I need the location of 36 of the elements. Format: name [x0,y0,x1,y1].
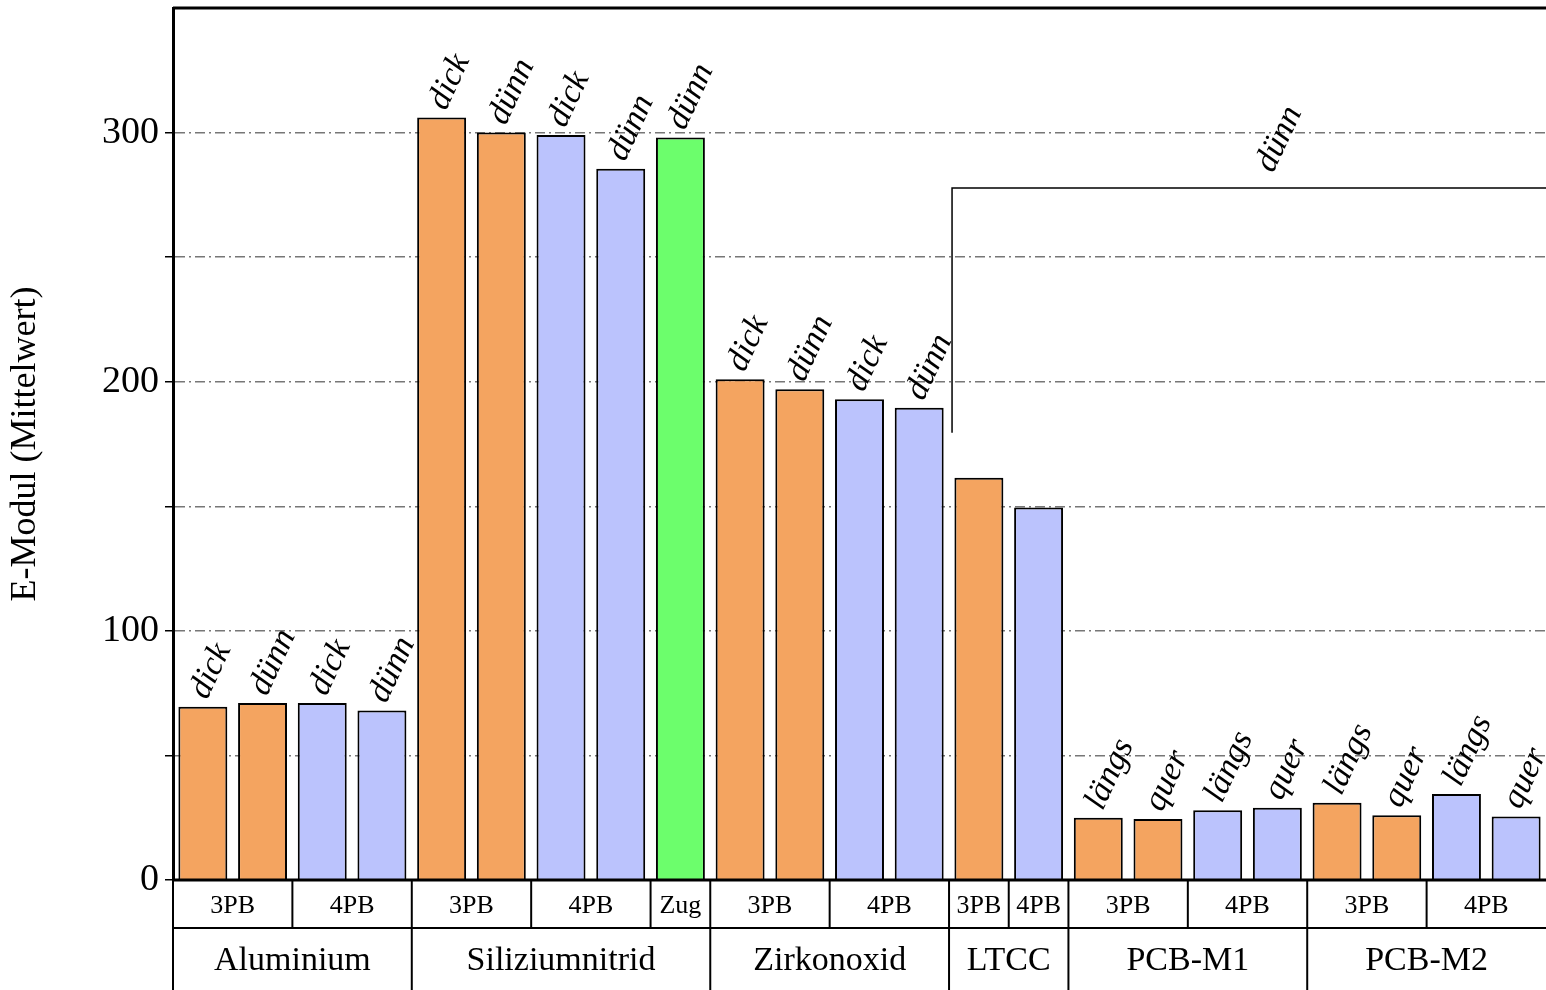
x-tick-label: 4PB [568,889,614,919]
x-tick-label: 3PB [956,889,1002,919]
annotation: dünn [1245,99,1309,177]
x-tick-label: 4PB [866,889,912,919]
x-tick-label: 3PB [1344,889,1390,919]
x-tick-label: 3PB [1105,889,1151,919]
x-tick-label: 3PB [449,889,494,919]
data-label: dick [179,635,238,704]
series-label: PCB-M2 [1365,939,1489,977]
y-axis-title: E-Modul (Mittelwert) [3,286,44,602]
data-label: dünn [657,57,720,135]
series-label: Aluminium [213,939,371,977]
data-label: dünn [239,622,302,700]
data-label: dick [299,632,357,700]
data-label: dünn [896,327,959,405]
y-tick-label: 300 [102,108,159,151]
y-tick-label: 0 [140,855,159,898]
y-tick-label: 200 [102,357,159,400]
data-label: dünn [358,630,422,708]
data-label: dünn [776,308,839,386]
x-tick-label: 4PB [1225,889,1270,919]
series-label: PCB-M1 [1126,939,1250,977]
series-label: Zirkonoxid [753,939,907,977]
y-tick-label: 100 [102,606,159,649]
data-label: dick [418,46,477,115]
x-tick-label: 3PB [210,889,256,919]
data-label: dick [836,328,895,396]
series-label: LTCC [966,939,1051,977]
x-tick-label: 4PB [329,889,375,919]
x-tick-label: 3PB [747,889,793,919]
x-tick-label: Zug [659,889,702,919]
series-label: Siliziumnitrid [466,939,656,977]
x-tick-label: 4PB [1463,889,1509,919]
x-tick-label: 4PB [1016,889,1061,919]
data-label: dünn [597,88,660,166]
data-label: dick [717,308,775,376]
